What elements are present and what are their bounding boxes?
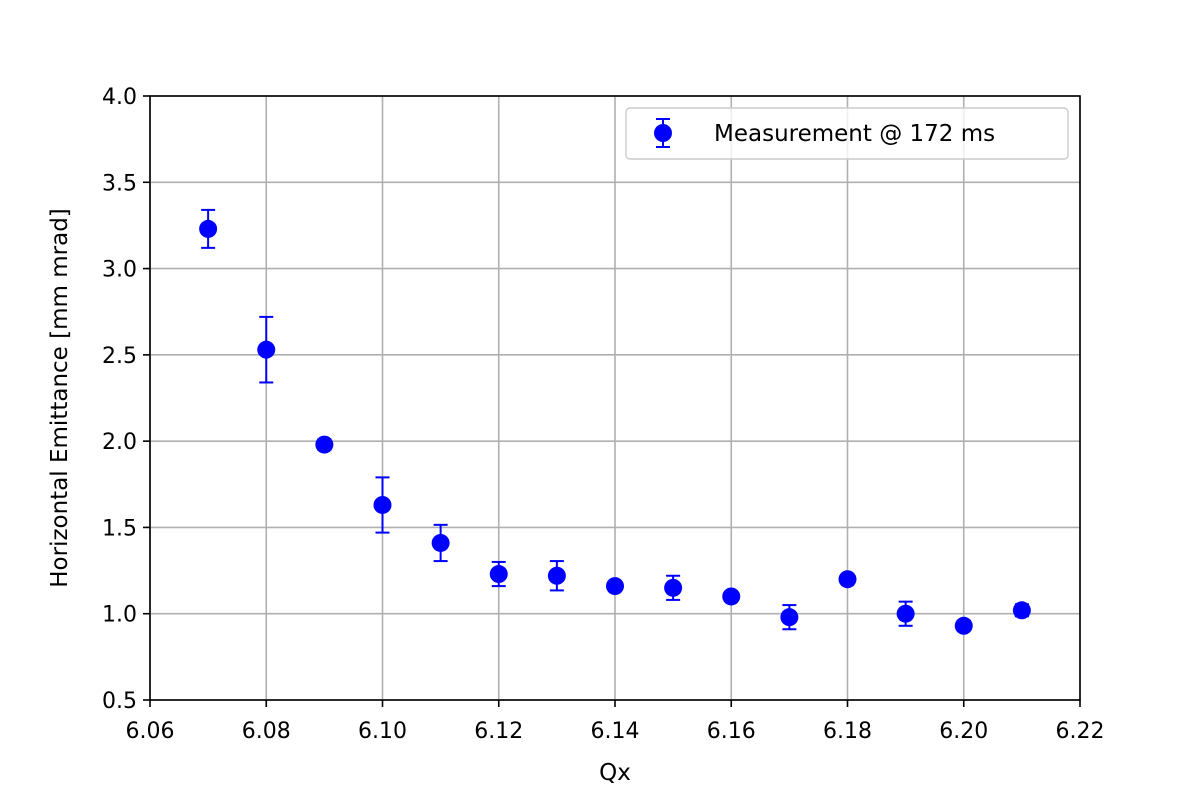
x-tick-label: 6.16: [707, 719, 756, 744]
data-point-marker: [257, 340, 276, 359]
y-tick-label: 1.0: [102, 603, 137, 628]
data-point: [954, 616, 973, 635]
y-tick-label: 2.0: [102, 430, 137, 455]
data-point: [838, 570, 857, 589]
data-point-marker: [373, 495, 392, 514]
data-point: [373, 476, 392, 534]
legend-marker: [654, 124, 672, 142]
x-tick-label: 6.14: [591, 719, 640, 744]
data-point-marker: [1012, 601, 1031, 620]
data-point-marker: [664, 578, 683, 597]
data-point: [257, 315, 276, 384]
data-point-marker: [199, 219, 218, 238]
data-point-marker: [315, 435, 334, 454]
data-point-marker: [431, 533, 450, 552]
y-axis-label: Horizontal Emittance [mm mrad]: [47, 208, 73, 588]
data-point: [780, 604, 799, 631]
x-tick-label: 6.06: [126, 719, 175, 744]
y-tick-label: 1.5: [102, 516, 137, 541]
data-point: [722, 587, 741, 606]
data-point-marker: [547, 566, 566, 585]
data-point-marker: [780, 608, 799, 627]
data-point: [489, 560, 508, 588]
x-tick-label: 6.18: [823, 719, 872, 744]
legend: Measurement @ 172 ms: [625, 107, 1069, 160]
data-point: [896, 600, 915, 627]
y-tick-label: 2.5: [102, 344, 137, 369]
data-point-marker: [489, 565, 508, 584]
data-point-marker: [606, 577, 624, 596]
data-point: [606, 577, 624, 596]
y-tick-label: 3.0: [102, 258, 137, 283]
x-tick-label: 6.20: [939, 719, 988, 744]
data-point: [315, 435, 334, 454]
axis-ticks: 6.06 6.08 6.10 6.12 6.14 6.16 6.18 6.20 6.22 0.5 1…: [102, 85, 1104, 744]
x-tick-label: 6.22: [1056, 719, 1105, 744]
y-tick-label: 4.0: [102, 85, 137, 110]
data-point-marker: [838, 570, 857, 589]
data-point-marker: [722, 587, 741, 606]
data-point: [664, 574, 683, 601]
data-point: [199, 208, 218, 249]
data-point: [547, 560, 566, 592]
x-tick-label: 6.08: [242, 719, 291, 744]
x-tick-label: 6.12: [474, 719, 523, 744]
legend-label: Measurement @ 172 ms: [714, 121, 995, 147]
y-tick-label: 3.5: [102, 171, 137, 196]
data-points: [199, 208, 1031, 635]
data-point: [1012, 601, 1031, 620]
legend-box: [625, 107, 1069, 160]
data-point: [431, 523, 450, 563]
x-tick-label: 6.10: [358, 719, 407, 744]
y-tick-label: 0.5: [102, 689, 137, 714]
data-point-marker: [954, 616, 973, 635]
data-point-marker: [896, 604, 915, 623]
x-axis-label: Qx: [599, 760, 631, 786]
